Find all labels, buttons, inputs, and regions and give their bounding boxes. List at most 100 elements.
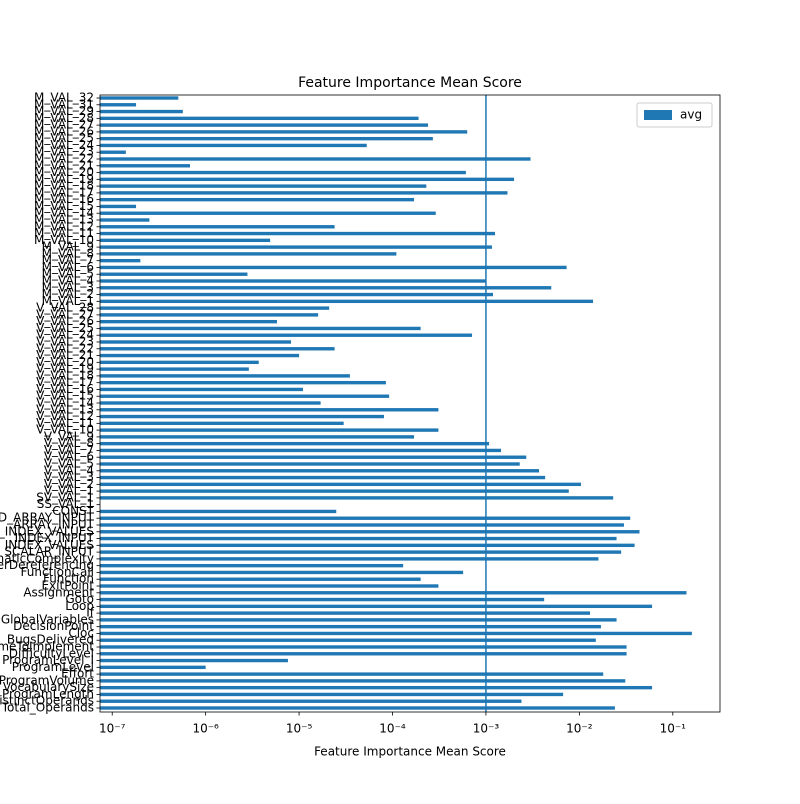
- bar: [100, 218, 150, 222]
- y-tick-label: M_VAL_8: [42, 246, 94, 260]
- bar: [100, 367, 249, 371]
- bar: [100, 408, 439, 412]
- y-tick-label: M_VAL_21: [34, 158, 94, 172]
- chart-title: Feature Importance Mean Score: [298, 75, 522, 91]
- bar: [100, 652, 627, 656]
- bar: [100, 157, 531, 161]
- y-tick-label: V_VAL_14: [36, 396, 94, 410]
- y-tick-label: M_VAL_10: [34, 233, 94, 247]
- y-tick-label: M_VAL_12: [34, 219, 94, 233]
- bar: [100, 374, 350, 378]
- y-tick-label: INDEX_VALUES: [5, 538, 94, 552]
- bar: [100, 543, 635, 548]
- bar: [100, 387, 303, 392]
- y-tick-label: V_VAL_12: [36, 409, 94, 423]
- bar: [100, 197, 415, 202]
- y-tick-label: Total_Operands: [1, 701, 94, 715]
- bar: [100, 435, 415, 439]
- x-tick-label: 10⁻³: [473, 722, 500, 736]
- y-tick-label: M_VAL_1: [42, 294, 94, 308]
- y-tick-label: M_VAL_5: [42, 267, 94, 281]
- y-tick-label: Cloc: [68, 626, 94, 640]
- y-tick-label: V_VAL_16: [36, 382, 94, 396]
- bar: [100, 353, 300, 358]
- y-tick-label: V_VAL_26: [36, 314, 94, 328]
- y-tick-label: INDEX_INPUT: [15, 531, 95, 545]
- bar: [100, 645, 627, 649]
- y-tick-label: SV_VAL_1: [36, 490, 94, 504]
- bar: [100, 394, 390, 398]
- bar: [100, 679, 626, 683]
- y-tick-label: M_VAL_16: [34, 192, 94, 206]
- y-tick-label: M_VAL_20: [34, 165, 94, 179]
- bar: [100, 380, 386, 385]
- bar: [100, 103, 137, 107]
- y-tick-label: ProgramLength: [2, 687, 94, 701]
- bar: [100, 496, 614, 500]
- y-tick-label: M_VAL_6: [42, 260, 94, 274]
- y-tick-label: M_VAL_19: [34, 172, 94, 186]
- y-tick-label: V_VAL_15: [36, 389, 94, 403]
- bar: [100, 116, 419, 121]
- x-axis-label: Feature Importance Mean Score: [314, 745, 506, 759]
- bar: [100, 164, 190, 168]
- bar: [100, 340, 292, 344]
- bar: [100, 414, 384, 419]
- bar: [100, 570, 464, 575]
- y-tick-label: ProgramLevel_I: [2, 653, 94, 667]
- bar: [100, 326, 421, 331]
- bar: [100, 489, 569, 493]
- y-tick-label: V_VAL_3: [44, 470, 94, 484]
- bar: [100, 292, 493, 297]
- bar: [100, 523, 624, 527]
- bar: [100, 536, 617, 541]
- y-tick-label: V_VAL_27: [36, 307, 94, 321]
- bar: [100, 245, 492, 249]
- bar: [100, 563, 404, 568]
- y-tick-label: VocabularySize: [3, 680, 94, 694]
- y-tick-label: M_VAL_13: [34, 213, 94, 227]
- legend-label: avg: [680, 108, 702, 122]
- x-tick-label: 10⁻⁵: [286, 722, 313, 736]
- y-tick-label: ProgramVolume: [0, 673, 94, 687]
- bar: [100, 401, 321, 405]
- bar: [100, 624, 601, 629]
- bar: [100, 462, 520, 466]
- y-tick-label: M_VAL_7: [42, 253, 94, 267]
- bar: [100, 130, 468, 134]
- legend-box: [636, 102, 713, 128]
- bar: [100, 475, 546, 480]
- y-tick-label: M_VAL_28: [34, 111, 94, 125]
- bar: [100, 252, 397, 256]
- bar: [100, 258, 141, 263]
- y-tick-label: TimeToImplement: [0, 640, 94, 654]
- bar: [100, 286, 552, 290]
- y-tick-label: CyclomaticComplexity: [0, 551, 94, 565]
- bar: [100, 516, 631, 520]
- y-tick-label: M_VAL_25: [34, 131, 94, 145]
- bar: [100, 665, 206, 670]
- bar: [100, 618, 617, 622]
- bar: [100, 577, 421, 581]
- bar: [100, 692, 564, 697]
- y-tick-label: CONST: [52, 504, 94, 518]
- x-tick-label: 10⁻¹: [660, 722, 687, 736]
- y-tick-label: M_VAL_31: [34, 97, 94, 111]
- bar: [100, 150, 126, 154]
- bar: [100, 204, 137, 209]
- bar: [100, 509, 337, 514]
- y-tick-label: V_VAL_28: [36, 301, 94, 315]
- y-tick-label: V_VAL_24: [36, 328, 94, 342]
- y-tick-label: If: [86, 606, 95, 620]
- y-tick-label: M_VAL_32: [34, 91, 94, 105]
- bar: [100, 123, 429, 127]
- bar: [100, 699, 522, 703]
- y-tick-label: V_VAL_21: [36, 348, 94, 362]
- bar: [100, 211, 436, 215]
- bar: [100, 591, 687, 595]
- y-tick-label: V_VAL_4: [44, 463, 94, 477]
- bar: [100, 225, 335, 229]
- bar: [100, 238, 271, 243]
- y-tick-label: M_VAL_17: [34, 185, 94, 199]
- y-tick-label: BugsDelivered: [7, 633, 94, 647]
